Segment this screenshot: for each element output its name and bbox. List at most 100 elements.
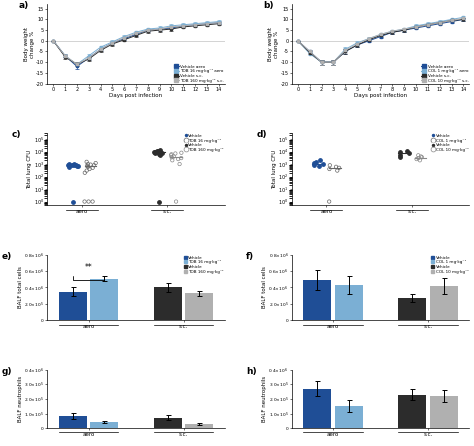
Text: d): d) [256, 130, 267, 139]
Point [155, 148, 162, 155]
Point [154, 149, 161, 156]
Point [403, 147, 411, 154]
Point [396, 149, 404, 156]
Point [89, 164, 96, 171]
Legend: Vehicle, TOB 16 mg·kg⁻¹, Vehicle, TOB 160 mg·kg⁻¹: Vehicle, TOB 16 mg·kg⁻¹, Vehicle, TOB 16… [183, 256, 224, 273]
Point [86, 165, 93, 173]
Bar [59, 292, 87, 320]
Point [317, 157, 324, 164]
Bar [398, 298, 426, 320]
Point [151, 149, 159, 157]
Bar [398, 395, 426, 428]
Point [415, 154, 422, 161]
Point [178, 149, 185, 157]
Bar [335, 406, 363, 428]
Point [65, 161, 73, 168]
X-axis label: Days post infection: Days post infection [109, 93, 163, 99]
Bar [59, 416, 87, 428]
Point [84, 163, 92, 170]
Point [71, 162, 78, 169]
Point [326, 162, 334, 169]
Point [65, 163, 73, 170]
Point [168, 154, 175, 161]
Point [156, 147, 164, 154]
Point [153, 147, 160, 154]
Bar [154, 288, 182, 320]
Point [319, 161, 327, 168]
Point [417, 153, 425, 160]
Point [396, 153, 404, 160]
Point [167, 152, 175, 159]
Y-axis label: Body weight
change %: Body weight change % [24, 27, 35, 61]
Legend: Vehicle aero, TOB 16 mg·kg⁻¹ aero, Vehicle s.c., TOB 160 mg·kg⁻¹ s.c.: Vehicle aero, TOB 16 mg·kg⁻¹ aero, Vehic… [174, 65, 224, 83]
Point [174, 156, 182, 163]
Point [168, 157, 176, 164]
Y-axis label: Body weight
change %: Body weight change % [268, 27, 279, 61]
Point [92, 160, 100, 167]
Point [71, 160, 78, 167]
Point [155, 198, 163, 205]
Bar [430, 286, 458, 320]
Point [72, 161, 80, 168]
Point [177, 154, 185, 161]
Point [312, 158, 320, 165]
Point [74, 162, 82, 169]
Point [325, 198, 333, 205]
Point [156, 152, 164, 159]
Point [81, 198, 88, 205]
Text: c): c) [12, 130, 21, 139]
Point [416, 157, 424, 164]
Point [176, 161, 183, 168]
Y-axis label: BALF neutrophils: BALF neutrophils [262, 376, 267, 422]
Y-axis label: BALF neutrophils: BALF neutrophils [18, 376, 22, 422]
Bar [185, 424, 213, 428]
Legend: Vehicle aero, COL 1 mg·kg⁻¹ aero, Vehicle s.c., COL 10 mg·kg⁻¹ s.c.: Vehicle aero, COL 1 mg·kg⁻¹ aero, Vehicl… [421, 65, 468, 83]
Point [172, 198, 180, 205]
Y-axis label: Total lung CFU: Total lung CFU [27, 149, 32, 189]
Point [334, 167, 341, 174]
Point [155, 151, 163, 158]
Point [84, 161, 91, 168]
Point [168, 151, 175, 158]
Text: h): h) [246, 368, 256, 376]
Point [83, 158, 91, 165]
Point [405, 149, 413, 157]
Y-axis label: BALF total cells: BALF total cells [262, 267, 267, 309]
Bar [303, 389, 331, 428]
Legend: Vehicle, COL 1 mg·kg⁻¹, Vehicle, COL 10 mg·kg⁻¹: Vehicle, COL 1 mg·kg⁻¹, Vehicle, COL 10 … [432, 134, 468, 152]
Point [413, 156, 420, 163]
Bar [91, 422, 118, 428]
Legend: Vehicle, TOB 16 mg·kg⁻¹, Vehicle, TOB 160 mg·kg⁻¹: Vehicle, TOB 16 mg·kg⁻¹, Vehicle, TOB 16… [185, 134, 224, 152]
Bar [154, 417, 182, 428]
Text: f): f) [246, 252, 254, 261]
Point [90, 162, 98, 169]
Point [170, 153, 178, 160]
Point [326, 165, 333, 173]
Y-axis label: Total lung CFU: Total lung CFU [272, 149, 277, 189]
Point [414, 152, 422, 159]
Point [310, 162, 318, 169]
Point [73, 162, 81, 169]
Point [172, 150, 179, 157]
Point [87, 161, 94, 168]
Point [83, 167, 91, 174]
Point [152, 148, 159, 155]
X-axis label: Days post infection: Days post infection [354, 93, 407, 99]
Point [310, 160, 318, 167]
Legend: Vehicle, COL 1 mg·kg⁻¹, Vehicle, COL 10 mg·kg⁻¹: Vehicle, COL 1 mg·kg⁻¹, Vehicle, COL 10 … [431, 256, 468, 273]
Text: e): e) [1, 252, 11, 261]
Y-axis label: BALF total cells: BALF total cells [18, 267, 22, 309]
Point [68, 162, 75, 169]
Text: g): g) [1, 368, 12, 376]
Bar [430, 396, 458, 428]
Point [332, 163, 340, 170]
Text: **: ** [85, 263, 92, 272]
Bar [185, 293, 213, 320]
Point [85, 198, 92, 205]
Point [396, 152, 404, 159]
Point [156, 148, 164, 155]
Point [158, 150, 166, 157]
Point [81, 169, 89, 176]
Point [418, 154, 426, 161]
Point [64, 161, 72, 169]
